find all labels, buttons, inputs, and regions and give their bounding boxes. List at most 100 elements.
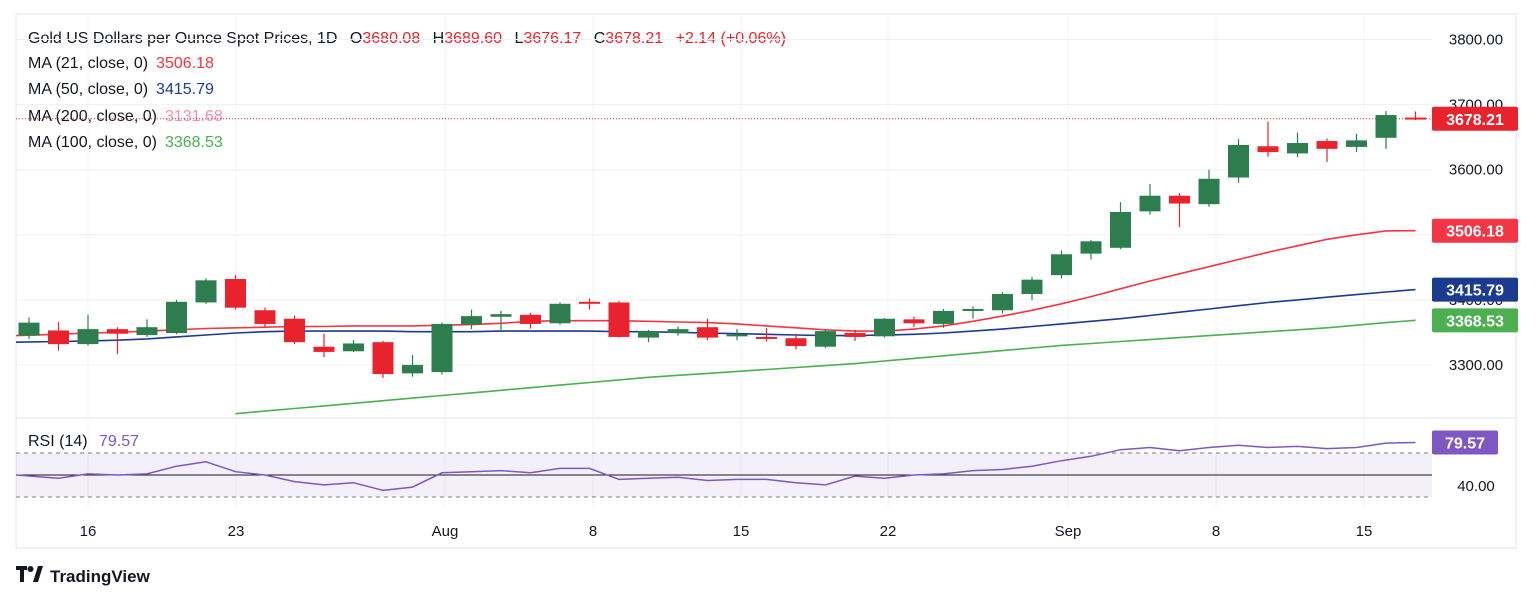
ma100-legend[interactable]: MA (100, close, 0) 3368.53 [28, 133, 223, 153]
high-label: H [432, 30, 445, 47]
x-tick-label: Sep [1055, 523, 1082, 540]
candle-body [726, 334, 748, 337]
candle-body [1375, 115, 1397, 138]
candle-body [933, 310, 954, 324]
candlestick-series [18, 111, 1426, 378]
candle-body [992, 293, 1013, 311]
x-tick-label: Aug [432, 523, 459, 540]
candle-body [166, 301, 187, 334]
high-value: 3689.60 [444, 30, 503, 47]
x-tick-label: 16 [80, 523, 97, 540]
candle-body [18, 322, 40, 336]
ma100-tag-bg [1432, 308, 1518, 333]
candle-body [874, 318, 895, 337]
ma21-value: 3506.18 [156, 55, 214, 72]
candle-body [1257, 146, 1279, 153]
tradingview-name: TradingView [50, 566, 150, 586]
candle-body [844, 333, 866, 337]
candle-body [284, 318, 305, 343]
candle-body [815, 331, 836, 347]
candle-body [402, 364, 423, 374]
rsi-value: 79.57 [99, 433, 139, 450]
rsi-tag: 79.57 [1445, 435, 1485, 452]
time-axis: 16 23 Aug 8 15 22 Sep 8 15 [80, 523, 1373, 540]
candle-body [579, 301, 600, 304]
close-label: C [593, 30, 606, 47]
ma21-tag: 3506.18 [1446, 224, 1504, 241]
candle-body [254, 310, 276, 324]
x-tick-label: 15 [1356, 523, 1373, 540]
y-tick-label: 3600.00 [1449, 162, 1503, 179]
ma200-legend[interactable]: MA (200, close, 0) 3131.68 [28, 107, 223, 127]
candle-body [313, 346, 335, 352]
y-tick-label: 3800.00 [1449, 32, 1503, 49]
low-label: L [514, 30, 524, 47]
open-label: O [349, 30, 363, 47]
candle-body [1316, 141, 1338, 149]
x-tick-label: 8 [589, 523, 597, 540]
symbol-title: Gold US Dollars per Ounce Spot Prices, 1… [28, 30, 338, 47]
candle-body [48, 330, 69, 345]
rsi-tick-label: 40.00 [1457, 478, 1495, 495]
x-tick-label: 8 [1212, 523, 1220, 540]
ma200-value: 3131.68 [164, 108, 223, 125]
candle-body [756, 336, 777, 339]
chart-legend-header: Gold US Dollars per Ounce Spot Prices, 1… [28, 29, 786, 49]
rsi-line [15, 441, 1416, 492]
moving-average-lines [15, 118, 1430, 415]
candle-body [1287, 143, 1308, 154]
rsi-label: RSI (14) [28, 433, 88, 450]
candle-body [785, 338, 807, 347]
change-value: +2.14 (+0.06%) [675, 30, 786, 47]
candle-body [431, 323, 453, 373]
candle-body [1228, 144, 1249, 178]
candle-body [1198, 178, 1220, 205]
low-value: 3676.17 [523, 30, 582, 47]
last-price-tag: 3678.21 [1446, 112, 1504, 129]
candle-body [549, 303, 571, 324]
candle-body [608, 302, 630, 337]
candle-body [490, 314, 512, 317]
candle-body [638, 331, 659, 338]
candle-body [343, 343, 364, 352]
x-tick-label: 23 [228, 523, 245, 540]
candle-body [1021, 279, 1043, 294]
ma100-value: 3368.53 [164, 134, 223, 151]
candle-body [77, 329, 99, 345]
candle-body [136, 327, 158, 335]
ma21-tag-bg [1432, 218, 1518, 243]
candle-body [697, 327, 718, 338]
candle-body [1051, 254, 1072, 276]
candle-body [1110, 211, 1131, 248]
ma100-line [235, 319, 1416, 415]
candle-body [903, 319, 925, 324]
candle-body [195, 280, 217, 303]
candle-body [1169, 195, 1190, 204]
candle-body [372, 342, 394, 375]
candle-body [1139, 195, 1161, 212]
ma200-label: MA (200, close, 0) [28, 108, 157, 125]
ma50-value: 3415.79 [156, 81, 214, 98]
candle-body [667, 329, 689, 334]
tradingview-logo[interactable]: TradingView [16, 566, 150, 587]
price-tags: 3678.21 3506.18 3415.79 3368.53 79.57 [1432, 106, 1518, 455]
ma50-line [15, 288, 1416, 343]
price-axis: 3300.003400.003500.003600.003700.003800.… [1449, 32, 1503, 495]
candle-body [1346, 140, 1367, 147]
ma21-line [15, 229, 1416, 337]
candle-body [1405, 117, 1426, 120]
open-value: 3680.08 [362, 30, 421, 47]
candle-body [1080, 241, 1102, 254]
price-chart[interactable]: 3300.003400.003500.003600.003700.003800.… [0, 0, 1536, 560]
tv-logo-icon [16, 566, 44, 587]
rsi-tag-bg [1432, 430, 1498, 455]
ma50-tag-bg [1432, 277, 1518, 302]
candle-body [962, 308, 984, 311]
candle-body [461, 316, 482, 325]
last-price-tag-bg [1432, 106, 1518, 131]
close-value: 3678.21 [605, 30, 664, 47]
ma100-label: MA (100, close, 0) [28, 134, 157, 151]
x-tick-label: 22 [880, 523, 897, 540]
candle-body [520, 314, 541, 324]
candle-body [107, 329, 128, 334]
